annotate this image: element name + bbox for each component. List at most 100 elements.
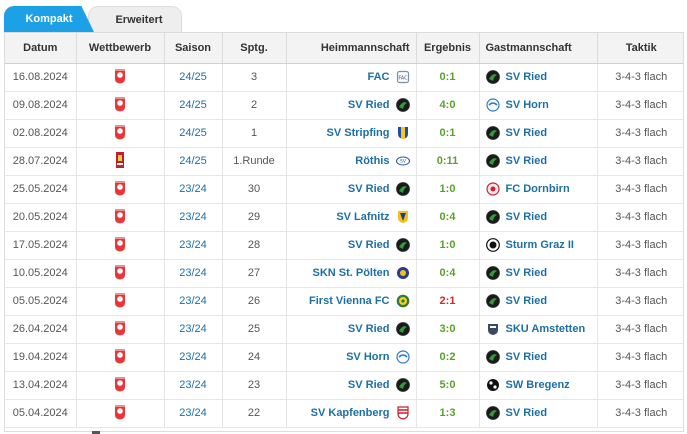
competition-cell[interactable] — [76, 147, 165, 176]
home-team-link[interactable]: Röthis — [355, 155, 390, 167]
season-link[interactable]: 23/24 — [164, 203, 223, 232]
column-header-away-team[interactable]: Gastmannschaft — [479, 33, 598, 64]
2-liga-logo-icon[interactable] — [114, 320, 126, 339]
season-link[interactable]: 24/25 — [164, 63, 223, 92]
column-header-competition[interactable]: Wettbewerb — [76, 33, 165, 64]
match-result-link[interactable]: 0:1 — [416, 119, 480, 148]
sw-bregenz-crest-icon[interactable] — [486, 378, 500, 392]
sv-ried-crest-icon[interactable] — [485, 126, 500, 140]
2-liga-logo-icon[interactable] — [114, 96, 126, 115]
away-team-link[interactable]: SV Ried — [505, 295, 548, 307]
sv-horn-crest-icon[interactable] — [485, 98, 500, 112]
away-team-link[interactable]: FC Dornbirn — [505, 183, 570, 195]
sv-kapfenberg-crest-icon[interactable] — [396, 406, 410, 420]
2-liga-logo-icon[interactable] — [114, 348, 126, 367]
sv-ried-crest-icon[interactable] — [395, 322, 410, 336]
competition-cell[interactable] — [76, 371, 165, 400]
season-link[interactable]: 23/24 — [164, 343, 223, 372]
2-liga-logo-icon[interactable] — [114, 124, 126, 143]
away-team-link[interactable]: SW Bregenz — [505, 379, 570, 391]
season-link[interactable]: 23/24 — [164, 175, 223, 204]
skn-st-poelten-crest-icon[interactable] — [396, 266, 410, 280]
season-link[interactable]: 24/25 — [164, 91, 223, 120]
home-team-link[interactable]: SV Stripfing — [326, 127, 390, 139]
2-liga-logo-icon[interactable] — [114, 236, 126, 255]
season-link[interactable]: 23/24 — [164, 259, 223, 288]
season-link[interactable]: 23/24 — [164, 399, 223, 428]
fc-dornbirn-crest-icon[interactable] — [485, 182, 500, 196]
2-liga-logo-icon[interactable] — [114, 376, 126, 395]
match-result-link[interactable]: 0:4 — [416, 259, 480, 288]
2-liga-logo-icon[interactable] — [114, 208, 126, 227]
column-header-home-team[interactable]: Heimmannschaft — [286, 33, 417, 64]
column-header-result[interactable]: Ergebnis — [416, 33, 480, 64]
away-team-link[interactable]: SV Horn — [505, 99, 549, 111]
first-vienna-crest-icon[interactable] — [396, 294, 410, 308]
sv-ried-crest-icon[interactable] — [395, 378, 410, 392]
match-result-link[interactable]: 5:0 — [416, 371, 480, 400]
match-result-link[interactable]: 0:1 — [416, 63, 480, 92]
sku-amstetten-crest-icon[interactable] — [486, 322, 500, 336]
competition-cell[interactable] — [76, 343, 165, 372]
tab-erweitert[interactable]: Erweitert — [88, 6, 182, 32]
match-result-link[interactable]: 1:3 — [416, 399, 480, 428]
away-team-link[interactable]: SV Ried — [505, 155, 548, 167]
competition-cell[interactable] — [76, 175, 165, 204]
match-result-link[interactable]: 1:0 — [416, 175, 480, 204]
sv-ried-crest-icon[interactable] — [485, 154, 500, 168]
column-header-matchday[interactable]: Sptg. — [222, 33, 287, 64]
away-team-link[interactable]: SV Ried — [505, 127, 548, 139]
season-link[interactable]: 24/25 — [164, 119, 223, 148]
2-liga-logo-icon[interactable] — [114, 180, 126, 199]
away-team-link[interactable]: SV Ried — [505, 407, 548, 419]
season-link[interactable]: 23/24 — [164, 315, 223, 344]
2-liga-logo-icon[interactable] — [114, 404, 126, 423]
fac-crest-icon[interactable]: FAC — [396, 70, 410, 84]
oefb-cup-logo-icon[interactable] — [115, 151, 125, 172]
home-team-link[interactable]: SV Kapfenberg — [310, 407, 390, 419]
home-team-link[interactable]: SV Ried — [347, 239, 390, 251]
tab-kompakt[interactable]: Kompakt — [4, 6, 94, 32]
2-liga-logo-icon[interactable] — [114, 292, 126, 311]
away-team-link[interactable]: SV Ried — [505, 211, 548, 223]
match-result-link[interactable]: 0:11 — [416, 147, 480, 176]
home-team-link[interactable]: SV Horn — [346, 351, 390, 363]
away-team-link[interactable]: SKU Amstetten — [505, 323, 586, 335]
season-link[interactable]: 24/25 — [164, 147, 223, 176]
away-team-link[interactable]: Sturm Graz II — [505, 239, 574, 251]
competition-cell[interactable] — [76, 119, 165, 148]
home-team-link[interactable]: SV Ried — [347, 323, 390, 335]
competition-cell[interactable] — [76, 231, 165, 260]
sv-ried-crest-icon[interactable] — [485, 350, 500, 364]
home-team-link[interactable]: SV Ried — [347, 183, 390, 195]
sv-stripfing-crest-icon[interactable] — [396, 126, 410, 140]
match-result-link[interactable]: 2:1 — [416, 287, 480, 316]
competition-cell[interactable] — [76, 399, 165, 428]
away-team-link[interactable]: SV Ried — [505, 71, 548, 83]
competition-cell[interactable] — [76, 91, 165, 120]
sv-ried-crest-icon[interactable] — [395, 98, 410, 112]
sturm-graz-crest-icon[interactable] — [485, 238, 500, 252]
season-link[interactable]: 23/24 — [164, 287, 223, 316]
competition-cell[interactable] — [76, 315, 165, 344]
sv-ried-crest-icon[interactable] — [485, 294, 500, 308]
home-team-link[interactable]: SKN St. Pölten — [312, 267, 390, 279]
sv-ried-crest-icon[interactable] — [395, 238, 410, 252]
sv-ried-crest-icon[interactable] — [485, 210, 500, 224]
match-result-link[interactable]: 0:4 — [416, 203, 480, 232]
competition-cell[interactable] — [76, 63, 165, 92]
season-link[interactable]: 23/24 — [164, 231, 223, 260]
away-team-link[interactable]: SV Ried — [505, 351, 548, 363]
roethis-crest-icon[interactable]: SV — [395, 154, 410, 168]
home-team-link[interactable]: SV Ried — [347, 379, 390, 391]
column-header-season[interactable]: Saison — [164, 33, 223, 64]
home-team-link[interactable]: SV Lafnitz — [336, 211, 390, 223]
sv-ried-crest-icon[interactable] — [485, 70, 500, 84]
2-liga-logo-icon[interactable] — [114, 264, 126, 283]
season-link[interactable]: 23/24 — [164, 371, 223, 400]
competition-cell[interactable] — [76, 203, 165, 232]
home-team-link[interactable]: FAC — [367, 71, 390, 83]
home-team-link[interactable]: First Vienna FC — [309, 295, 390, 307]
sv-lafnitz-crest-icon[interactable] — [396, 210, 410, 224]
scrollbar-thumb[interactable] — [92, 431, 100, 434]
